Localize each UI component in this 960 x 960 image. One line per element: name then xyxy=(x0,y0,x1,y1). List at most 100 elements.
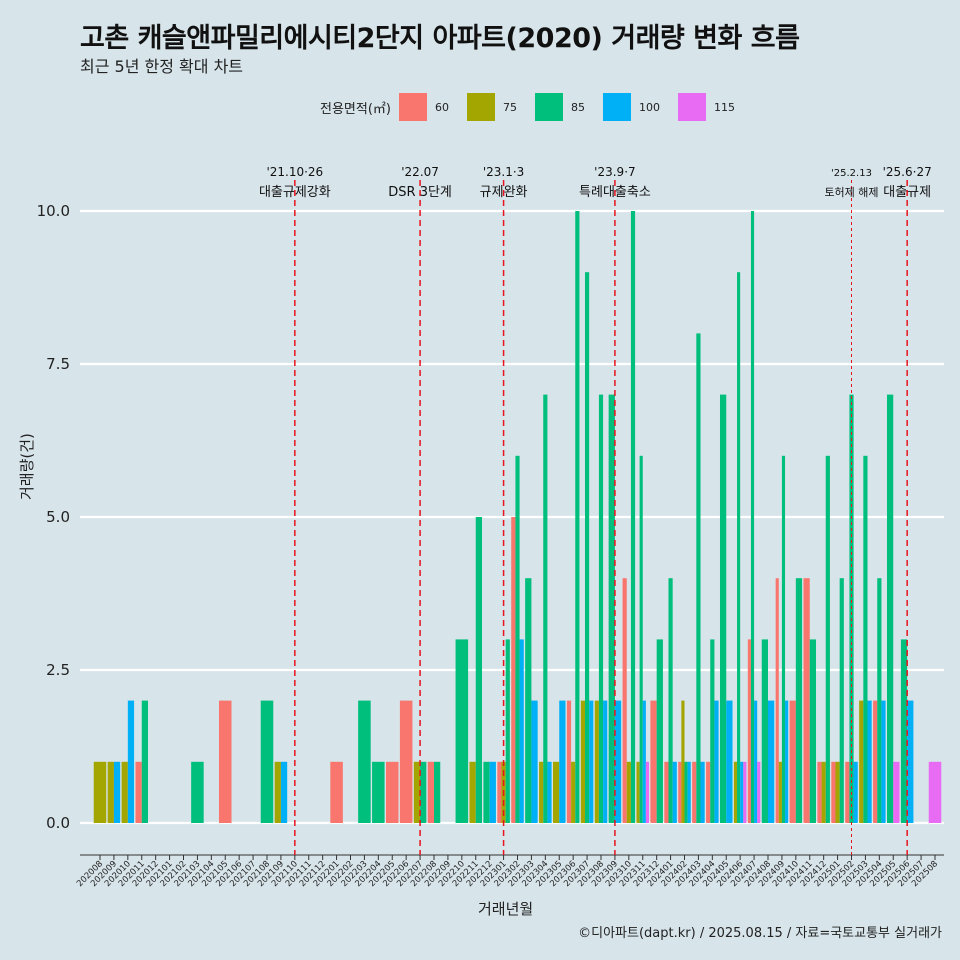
bar-85-202211 xyxy=(475,517,483,823)
y-axis-label: 거래량(건) xyxy=(18,433,36,500)
bar-85-202309 xyxy=(608,394,615,823)
bar-115-202407 xyxy=(757,761,761,823)
bar-60-202402 xyxy=(678,761,682,823)
bar-100-202409 xyxy=(785,700,789,823)
bar-75-202409 xyxy=(778,761,782,823)
y-tick-label: 10.0 xyxy=(37,202,70,220)
bar-115-202508 xyxy=(928,761,942,823)
bar-75-202310 xyxy=(626,761,631,823)
annotation-date: '25.6·27 xyxy=(883,165,932,179)
bar-60-202105 xyxy=(218,700,232,823)
bar-60-202301 xyxy=(497,761,502,823)
bar-100-202408 xyxy=(768,700,775,823)
x-axis-label: 거래년월 xyxy=(478,900,534,918)
bar-60-202404 xyxy=(706,761,711,823)
bar-85-202311 xyxy=(639,455,643,823)
bar-100-202503 xyxy=(867,700,872,823)
legend-item-75: 75 xyxy=(466,93,529,121)
y-tick-label: 2.5 xyxy=(46,661,70,679)
annotation-date: '25.2.13 xyxy=(831,168,872,179)
bar-85-202307 xyxy=(584,272,590,823)
y-tick-label: 0.0 xyxy=(46,814,70,832)
bar-75-202008 xyxy=(93,761,107,823)
y-tick-label: 7.5 xyxy=(46,355,70,373)
annotation-date: '23.9·7 xyxy=(594,165,635,179)
bar-85-202408 xyxy=(761,639,768,823)
bar-60-202401 xyxy=(664,761,669,823)
bar-115-202406 xyxy=(743,761,747,823)
bar-100-202309 xyxy=(614,700,622,823)
bar-100-202405 xyxy=(726,700,733,823)
bar-75-202304 xyxy=(539,761,544,823)
legend-item-60: 60 xyxy=(398,93,461,121)
bar-75-202501 xyxy=(835,761,840,823)
legend-label: 115 xyxy=(713,100,735,114)
bar-85-202412 xyxy=(825,455,830,823)
y-tick-label: 5.0 xyxy=(46,508,70,526)
source-caption: ©디아파트(dapt.kr) / 2025.08.15 / 자료=국토교통부 실… xyxy=(578,926,942,941)
bar-85-202505 xyxy=(886,394,894,823)
bar-85-202208 xyxy=(434,761,441,823)
bar-85-202411 xyxy=(809,639,817,823)
bar-60-202412 xyxy=(817,761,822,823)
bar-100-202303 xyxy=(531,700,538,823)
bar-100-202212 xyxy=(489,761,496,823)
bar-60-202410 xyxy=(789,700,796,823)
bar-100-202311 xyxy=(642,700,646,823)
bar-60-202502 xyxy=(845,761,850,823)
legend-swatch xyxy=(534,93,563,121)
bar-85-202210 xyxy=(455,639,469,823)
bar-85-202212 xyxy=(483,761,490,823)
annotation-date: '23.1·3 xyxy=(483,165,524,179)
legend-label: 85 xyxy=(570,100,585,114)
bar-85-202308 xyxy=(598,394,604,823)
bar-100-202504 xyxy=(881,700,886,823)
chart-title: 고촌 캐슬앤파밀리에시티2단지 아파트(2020) 거래량 변화 흐름 xyxy=(80,23,800,54)
annotation-label: 토허제 해제 xyxy=(824,185,878,199)
bar-100-202404 xyxy=(714,700,719,823)
bar-100-202010 xyxy=(127,700,135,823)
legend-label: 60 xyxy=(434,100,449,114)
bar-100-202401 xyxy=(672,761,677,823)
bar-100-202009 xyxy=(113,761,121,823)
bar-85-202306 xyxy=(575,211,580,823)
bar-85-202310 xyxy=(630,211,636,823)
bar-75-202402 xyxy=(681,700,685,823)
bar-85-202406 xyxy=(737,272,741,823)
legend-item-100: 100 xyxy=(602,93,672,121)
bar-85-202407 xyxy=(750,211,755,823)
bar-60-202310 xyxy=(622,578,627,823)
legend-label: 100 xyxy=(638,100,660,114)
legend-label: 75 xyxy=(502,100,517,114)
bar-100-202407 xyxy=(754,700,758,823)
bar-75-202503 xyxy=(859,700,864,823)
bar-85-202207 xyxy=(420,761,427,823)
bar-75-202308 xyxy=(594,700,599,823)
bar-85-202410 xyxy=(795,578,803,823)
bar-75-202306 xyxy=(571,761,576,823)
bar-75-202009 xyxy=(107,761,114,823)
bar-75-202305 xyxy=(552,761,560,823)
bar-100-202403 xyxy=(700,761,705,823)
bar-100-202305 xyxy=(559,700,566,823)
bar-100-202302 xyxy=(519,639,524,823)
bar-75-202010 xyxy=(121,761,128,823)
bar-100-202406 xyxy=(740,761,744,823)
bar-100-202506 xyxy=(907,700,914,823)
legend-item-85: 85 xyxy=(534,93,597,121)
bar-100-202304 xyxy=(547,761,552,823)
annotation-label: 대출규제 xyxy=(883,185,931,200)
legend: 전용면적(㎡) 60 75 85 100 115 xyxy=(320,92,753,122)
legend-title: 전용면적(㎡) xyxy=(320,101,391,117)
bar-75-202311 xyxy=(636,761,640,823)
bar-100-202109 xyxy=(280,761,288,823)
bar-75-202109 xyxy=(274,761,281,823)
bar-60-202011 xyxy=(135,761,142,823)
bar-85-202312 xyxy=(656,639,663,823)
bar-85-202103 xyxy=(191,761,204,823)
legend-swatch xyxy=(677,93,706,121)
bar-85-202304 xyxy=(543,394,548,823)
bar-60-202208 xyxy=(427,761,434,823)
annotation-label: 대출규제강화 xyxy=(259,185,331,200)
annotation-date: '22.07 xyxy=(401,165,439,179)
